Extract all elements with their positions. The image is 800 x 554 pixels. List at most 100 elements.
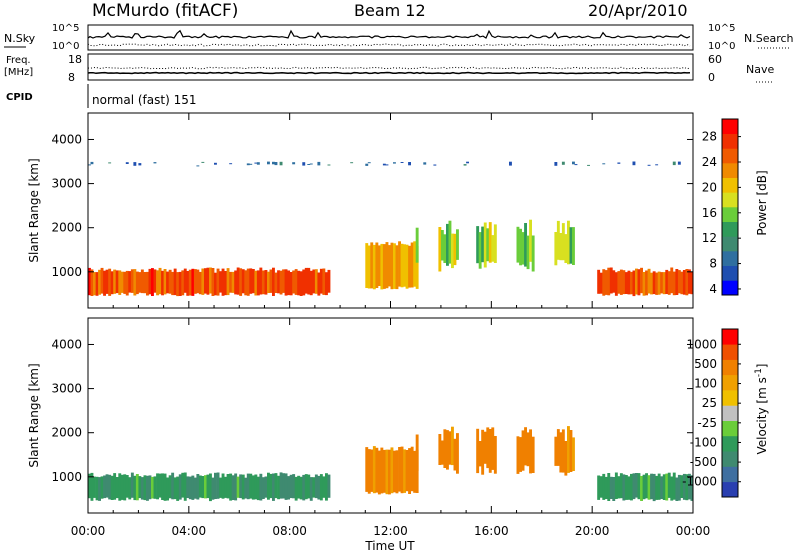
power-cell — [652, 271, 656, 295]
power-cell — [226, 268, 230, 296]
velocity-cell — [113, 473, 117, 500]
power-cell — [385, 242, 389, 289]
velocity-cell — [153, 476, 157, 499]
power-cell — [647, 268, 651, 294]
power-cell — [569, 227, 573, 264]
velocity-cell — [642, 474, 646, 500]
velocity-cell — [148, 475, 152, 500]
power-cell — [304, 267, 308, 294]
power-cell — [193, 269, 197, 294]
power-cell — [599, 272, 603, 294]
velocity-cell — [95, 476, 99, 501]
power-cell — [385, 164, 389, 166]
power-cell — [440, 230, 444, 261]
velocity-cell — [143, 475, 147, 501]
power-cell — [125, 162, 129, 164]
y-tick-label: 2000 — [51, 221, 82, 235]
velocity-colorbar: 1000 500 100 25 -25 -100 -500 -1000 — [682, 328, 741, 498]
power-cell — [246, 268, 250, 296]
title: McMurdo (fitACF) — [92, 1, 238, 21]
velocity-cell — [493, 436, 497, 474]
power-cell — [561, 161, 565, 165]
velocity-cell — [325, 473, 328, 501]
velocity-cell — [599, 476, 603, 498]
freq-unit: [MHz] — [4, 67, 33, 78]
velocity-cell — [443, 429, 447, 468]
velocity-cell — [481, 429, 485, 475]
power-cell — [317, 161, 321, 166]
velocity-cell — [128, 477, 132, 500]
power-cell — [413, 241, 417, 287]
power-cell — [602, 269, 606, 296]
power-cell — [251, 269, 255, 294]
velocity-cell — [183, 472, 187, 501]
velocity-cell — [130, 472, 134, 498]
velocity-cell — [440, 440, 444, 465]
power-cell — [367, 245, 371, 289]
velocity-cell — [655, 475, 659, 500]
velocity-cell — [415, 449, 419, 493]
power-cell — [667, 271, 671, 295]
power-cell — [254, 270, 258, 296]
power-cell — [453, 233, 457, 266]
velocity-cell — [327, 474, 331, 498]
velocity-cell — [672, 472, 676, 500]
y-tick-label: 4000 — [51, 132, 82, 146]
colorbar-tick-label: 20 — [702, 180, 717, 194]
power-cell — [128, 271, 132, 293]
power-cell — [377, 245, 381, 286]
velocity-cell — [307, 474, 311, 499]
velocity-cell — [403, 449, 406, 493]
power-cell — [236, 267, 240, 295]
power-cell — [256, 270, 260, 296]
velocity-cell — [292, 474, 296, 499]
power-cell — [370, 242, 374, 289]
velocity-cell — [108, 474, 112, 500]
velocity-cell — [166, 477, 169, 501]
velocity-cell — [567, 426, 570, 473]
velocity-cell — [665, 473, 669, 501]
power-cell — [624, 272, 628, 294]
velocity-cell — [408, 448, 411, 494]
power-cell — [637, 269, 641, 296]
colorbar-swatch — [722, 329, 738, 345]
power-cell — [249, 163, 253, 165]
velocity-cell — [274, 473, 278, 499]
nsky-tick-low: 10^0 — [52, 41, 79, 52]
power-cell — [261, 270, 265, 295]
velocity-panel: 1000 2000 3000 4000 Slant Range [km] 1000 50… — [27, 317, 769, 514]
velocity-cell — [88, 473, 91, 499]
velocity-cell — [382, 449, 386, 493]
power-cell — [443, 234, 447, 263]
power-cell — [135, 271, 139, 295]
power-cell — [567, 220, 570, 265]
velocity-cell — [214, 472, 217, 499]
power-cell — [375, 242, 379, 288]
power-cell — [188, 269, 192, 296]
velocity-cell — [405, 450, 409, 492]
power-cell — [524, 223, 527, 267]
power-cell — [675, 269, 679, 295]
velocity-cell — [561, 429, 565, 473]
colorbar-tick-label: -25 — [697, 416, 717, 430]
power-cell — [219, 271, 222, 293]
colorbar-swatch — [722, 177, 738, 193]
velocity-cell — [163, 473, 167, 501]
velocity-cell — [635, 473, 638, 498]
velocity-cell — [314, 474, 318, 499]
power-cell — [319, 268, 323, 294]
velocity-cell — [390, 447, 394, 494]
power-cell — [632, 161, 636, 166]
power-cell — [322, 268, 326, 295]
power-cell — [554, 232, 558, 266]
velocity-cell — [133, 475, 137, 501]
y-tick-label: 1000 — [51, 470, 82, 484]
power-cell — [118, 270, 122, 295]
velocity-cell — [209, 473, 212, 502]
velocity-cell — [204, 475, 207, 499]
power-cell — [186, 271, 190, 296]
power-cell — [415, 246, 419, 289]
colorbar-frame — [721, 118, 739, 296]
velocity-cell — [680, 475, 684, 498]
velocity-cell — [206, 474, 210, 499]
